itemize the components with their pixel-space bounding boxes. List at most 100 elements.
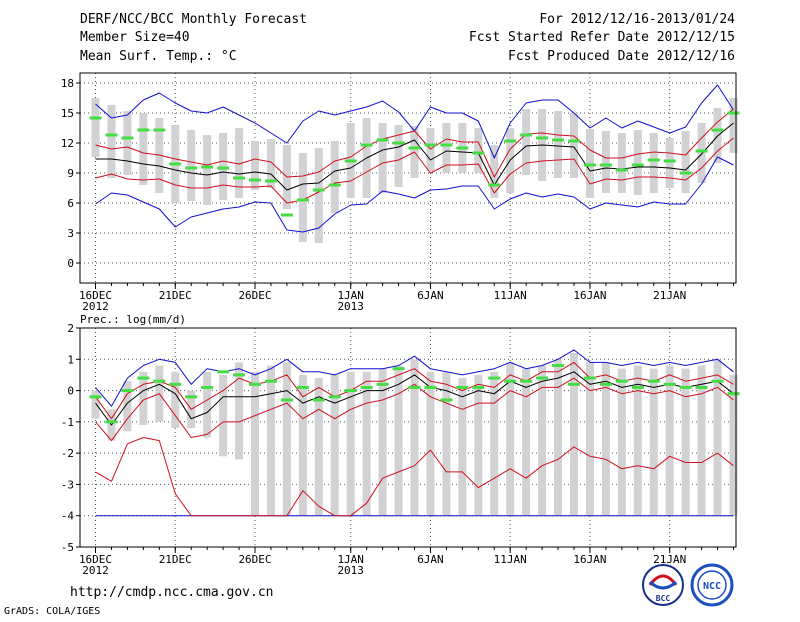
temp-ytick-label: 12 [61, 137, 74, 150]
precip-xtick-label: 11JAN [494, 553, 527, 566]
temp-box [570, 113, 578, 178]
temp-box [426, 128, 435, 171]
precip-observed-marker [185, 395, 198, 399]
precip-observed-marker [137, 376, 150, 380]
temp-observed-marker [647, 158, 660, 162]
precip-box [713, 359, 722, 516]
precip-box [538, 365, 547, 516]
precip-box [681, 368, 690, 516]
temp-xtick-label: 16JAN [573, 289, 606, 302]
precip-box [522, 368, 531, 516]
precip-observed-marker [344, 389, 357, 393]
precip-box [362, 371, 371, 516]
precip-observed-marker [536, 376, 549, 380]
precip-observed-marker [233, 373, 246, 377]
temp-observed-marker [456, 146, 469, 150]
precip-observed-marker [121, 389, 134, 393]
precip-box [282, 362, 291, 516]
precip-observed-marker [153, 379, 166, 383]
temp-box [633, 130, 642, 195]
precip-xtick-label: 16JAN [573, 553, 606, 566]
precip-observed-marker [264, 379, 277, 383]
temp-xtick-year-label: 2012 [82, 300, 109, 313]
header-variable: Mean Surf. Temp.: °C [80, 49, 237, 64]
bcc-logo-blue-arc [648, 580, 678, 590]
temp-observed-marker [328, 183, 341, 187]
temp-box [187, 130, 196, 201]
precip-observed-marker [328, 395, 341, 399]
bcc-logo: BCC [642, 564, 684, 606]
temp-xtick-label: 6JAN [417, 289, 444, 302]
precip-xtick-label: 21DEC [159, 553, 192, 566]
precip-observed-marker [424, 385, 437, 389]
temp-box [554, 111, 563, 178]
temp-observed-marker [264, 179, 277, 183]
ncc-logo: NCC [690, 563, 734, 607]
precip-observed-marker [568, 382, 580, 386]
temp-box [91, 98, 100, 157]
temp-observed-marker [583, 163, 596, 167]
temp-observed-marker [153, 128, 166, 132]
bcc-logo-text: BCC [656, 594, 671, 603]
header-period: For 2012/12/16-2013/01/24 [539, 12, 735, 27]
precip-observed-marker [615, 379, 628, 383]
temp-observed-marker [520, 133, 533, 137]
precip-panel-title: Prec.: log(mm/d) [80, 313, 186, 326]
temp-ytick-label: 9 [67, 167, 74, 180]
temp-observed-marker [663, 159, 676, 163]
precip-box [426, 371, 435, 516]
precip-ytick-label: -4 [61, 510, 75, 523]
temp-box [442, 123, 451, 173]
ncc-logo-text: NCC [703, 581, 721, 592]
temp-box [394, 125, 403, 187]
precip-observed-marker [456, 385, 469, 389]
precip-observed-marker [105, 420, 118, 424]
temp-ytick-label: 6 [67, 197, 74, 210]
precip-box [601, 362, 610, 516]
precip-box [378, 368, 387, 516]
temp-box [649, 133, 658, 193]
precip-box [570, 353, 578, 516]
precip-observed-marker [217, 370, 230, 374]
precip-observed-marker [376, 382, 389, 386]
temp-ytick-label: 15 [61, 107, 74, 120]
precip-observed-marker [472, 385, 485, 389]
precip-observed-marker [695, 385, 708, 389]
precip-ytick-label: 2 [67, 322, 74, 335]
temp-observed-marker [631, 163, 644, 167]
precip-box [298, 374, 307, 516]
precip-observed-marker [201, 385, 214, 389]
precip-xtick-label: 16DEC [79, 553, 112, 566]
temp-ytick-label: 3 [67, 227, 74, 240]
precip-box [490, 371, 499, 516]
precip-mean-line [95, 371, 734, 426]
temp-ytick-label: 0 [67, 257, 74, 270]
precip-observed-marker [504, 379, 517, 383]
precip-observed-marker [488, 376, 501, 380]
temp-box [139, 113, 148, 185]
precip-box [554, 359, 563, 516]
temp-observed-marker [536, 136, 549, 140]
precip-observed-marker [392, 367, 405, 371]
temp-observed-marker [695, 149, 708, 153]
temp-box [298, 153, 307, 242]
precip-box [665, 365, 674, 516]
temp-observed-marker [552, 138, 565, 142]
precip-ytick-label: -5 [61, 541, 74, 554]
precip-plot-frame [79, 327, 737, 548]
precip-observed-marker [727, 392, 740, 396]
precip-observed-marker [312, 398, 325, 402]
temp-box [697, 123, 706, 183]
temp-p90-line [95, 108, 734, 178]
temp-box [729, 98, 738, 153]
temp-box [107, 105, 116, 178]
temp-observed-marker [233, 176, 246, 180]
precip-xtick-year-label: 2012 [82, 564, 109, 577]
precip-observed-marker [663, 382, 676, 386]
precip-observed-marker [552, 364, 565, 368]
temp-ytick-label: 18 [61, 77, 74, 90]
temp-observed-marker [89, 116, 102, 120]
precip-ytick-label: 1 [67, 353, 74, 366]
